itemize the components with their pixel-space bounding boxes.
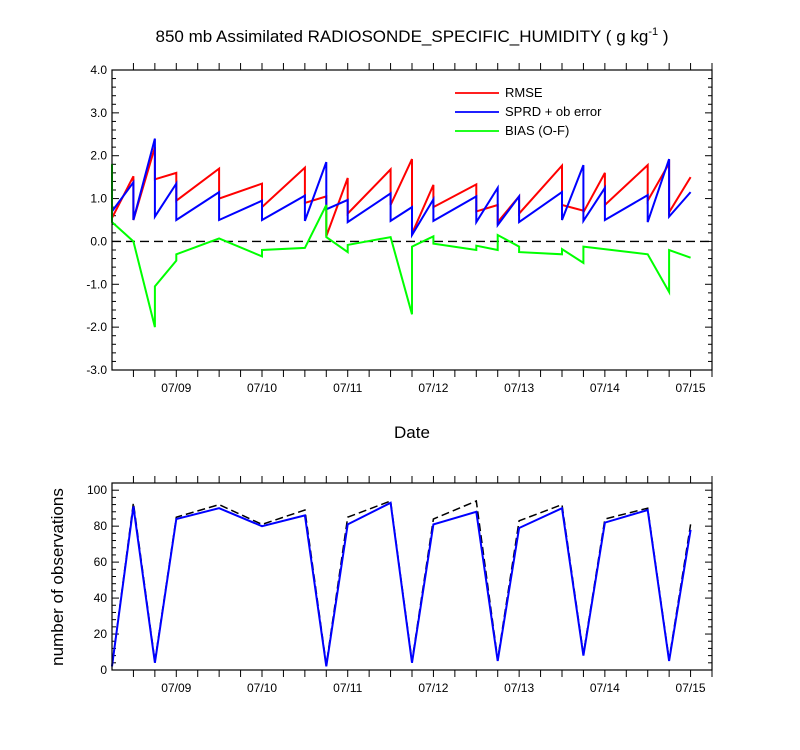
bottom-axis-ticks xyxy=(112,476,713,677)
series-line-rmse xyxy=(111,146,692,237)
legend-label-bias: BIAS (O-F) xyxy=(505,123,569,138)
title-superscript: -1 xyxy=(648,26,658,38)
x-tick-label: 07/10 xyxy=(247,681,277,695)
y-tick-label: 60 xyxy=(94,555,108,569)
title-end: ) xyxy=(658,27,668,46)
top-chart-panel: -3.0-2.0-1.00.01.02.03.04.0 07/09 07/10 07… xyxy=(86,63,713,442)
x-tick-label: 07/15 xyxy=(676,381,706,395)
y-tick-label: 2.0 xyxy=(90,149,107,163)
y-tick-label: 0.0 xyxy=(90,234,107,248)
y-tick-label: 80 xyxy=(94,519,108,533)
y-tick-label: 40 xyxy=(94,591,108,605)
y-tick-label: -1.0 xyxy=(86,277,107,291)
y-tick-label: 1.0 xyxy=(90,192,107,206)
x-tick-label: 07/12 xyxy=(418,681,448,695)
x-tick-label: 07/09 xyxy=(161,381,191,395)
series-line-bias-o-f xyxy=(111,164,691,328)
bottom-y-tick-labels: 0 20 40 60 80 100 xyxy=(87,483,107,677)
x-tick-label: 07/14 xyxy=(590,681,620,695)
top-plot-frame xyxy=(111,69,713,371)
bottom-x-tick-labels: 07/09 07/10 07/11 07/12 07/13 07/14 07/15 xyxy=(161,681,706,695)
x-tick-label: 07/11 xyxy=(333,381,362,395)
series-line-assimilated-observations xyxy=(111,501,692,667)
x-tick-label: 07/13 xyxy=(504,681,534,695)
bottom-series-group xyxy=(111,499,692,667)
x-tick-label: 07/13 xyxy=(504,381,534,395)
legend: RMSE SPRD + ob error BIAS (O-F) xyxy=(455,85,602,138)
top-series-group xyxy=(111,138,712,328)
top-x-tick-labels: 07/09 07/10 07/11 07/12 07/13 07/14 07/15 xyxy=(161,381,706,395)
y-tick-label: 100 xyxy=(87,483,107,497)
x-tick-label: 07/15 xyxy=(676,681,706,695)
y-tick-label: 0 xyxy=(100,663,107,677)
y-tick-label: -3.0 xyxy=(86,363,107,377)
x-tick-label: 07/14 xyxy=(590,381,620,395)
bottom-plot-frame xyxy=(111,482,713,671)
series-line-sprd-ob-error xyxy=(111,138,692,239)
x-tick-label: 07/12 xyxy=(418,381,448,395)
y-tick-label: 4.0 xyxy=(90,63,107,77)
legend-label-sprd: SPRD + ob error xyxy=(505,104,602,119)
legend-label-rmse: RMSE xyxy=(505,85,543,100)
x-tick-label: 07/09 xyxy=(161,681,191,695)
chart-title: 850 mb Assimilated RADIOSONDE_SPECIFIC_H… xyxy=(156,26,669,46)
y-tick-label: 3.0 xyxy=(90,106,107,120)
top-axis-ticks xyxy=(112,63,713,377)
top-y-tick-labels: -3.0 -2.0 -1.0 0.0 1.0 2.0 3.0 4.0 xyxy=(86,63,107,377)
top-x-axis-label: Date xyxy=(394,423,430,442)
bottom-y-axis-label: number of observations xyxy=(48,488,67,666)
title-main: 850 mb Assimilated RADIOSONDE_SPECIFIC_H… xyxy=(156,27,649,46)
x-tick-label: 07/10 xyxy=(247,381,277,395)
y-tick-label: -2.0 xyxy=(86,320,107,334)
x-tick-label: 07/11 xyxy=(333,681,362,695)
y-tick-label: 20 xyxy=(94,627,108,641)
